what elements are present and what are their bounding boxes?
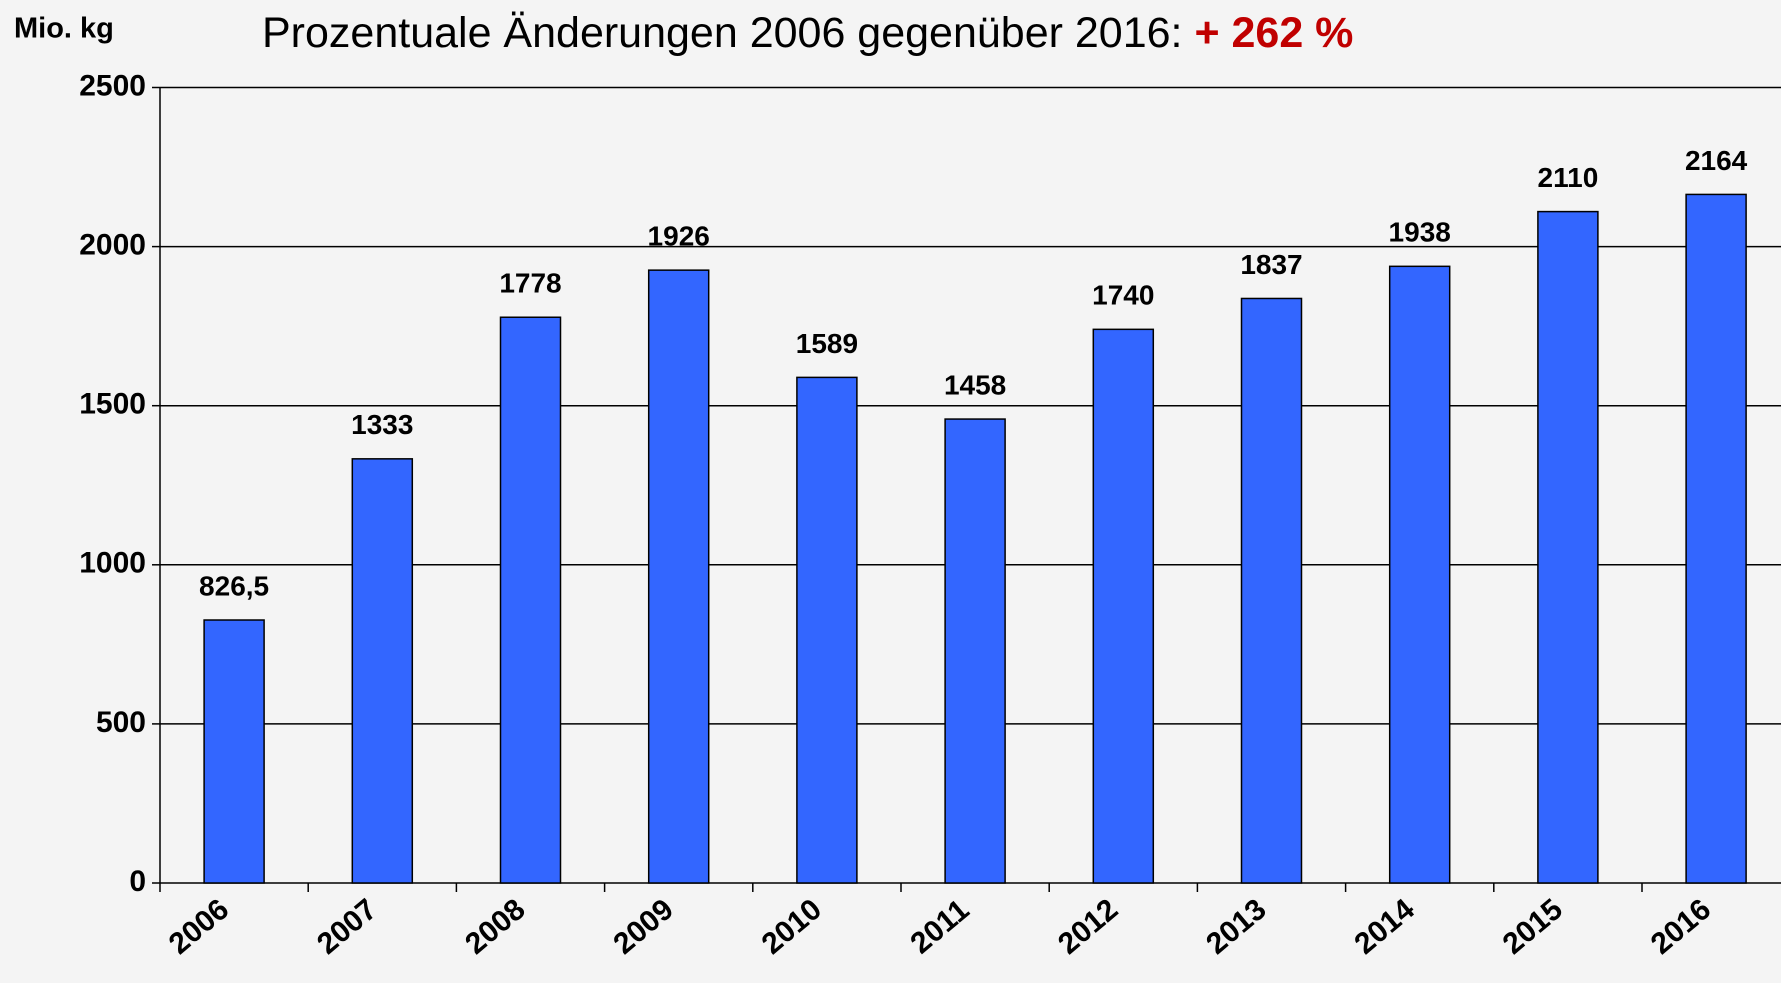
data-label: 1837 [1240,249,1302,280]
data-label: 1458 [944,369,1006,400]
data-label: 826,5 [199,570,269,601]
bar [203,619,265,884]
data-label: 1778 [499,268,561,299]
y-tick-label: 1500 [79,388,146,421]
y-tick-label: 0 [129,865,146,898]
bar [796,376,858,884]
bar [1685,193,1747,884]
data-label: 1589 [796,328,858,359]
bar [1092,328,1155,884]
data-label: 1926 [648,221,710,252]
y-tick-label: 500 [96,706,146,739]
y-tick-label: 2500 [79,69,146,102]
chart-title: Prozentuale Änderungen 2006 gegenüber 20… [262,9,1353,57]
y-axis-label: Mio. kg [14,13,114,45]
bar [1240,297,1303,884]
title-main: Prozentuale Änderungen 2006 gegenüber 20… [262,9,1194,57]
data-label: 1938 [1389,217,1451,248]
data-label: 2110 [1538,162,1599,193]
y-tick-label: 2000 [79,229,146,262]
bar [1388,265,1451,884]
data-label: 1740 [1092,280,1154,311]
bar [647,269,710,884]
y-tick-label: 1000 [79,547,146,580]
bar [499,316,562,884]
data-label: 2164 [1685,145,1748,176]
bar [944,418,1006,884]
data-label: 1333 [351,409,413,440]
bar [1537,210,1599,884]
title-highlight: + 262 % [1194,9,1353,57]
bar [351,458,414,884]
